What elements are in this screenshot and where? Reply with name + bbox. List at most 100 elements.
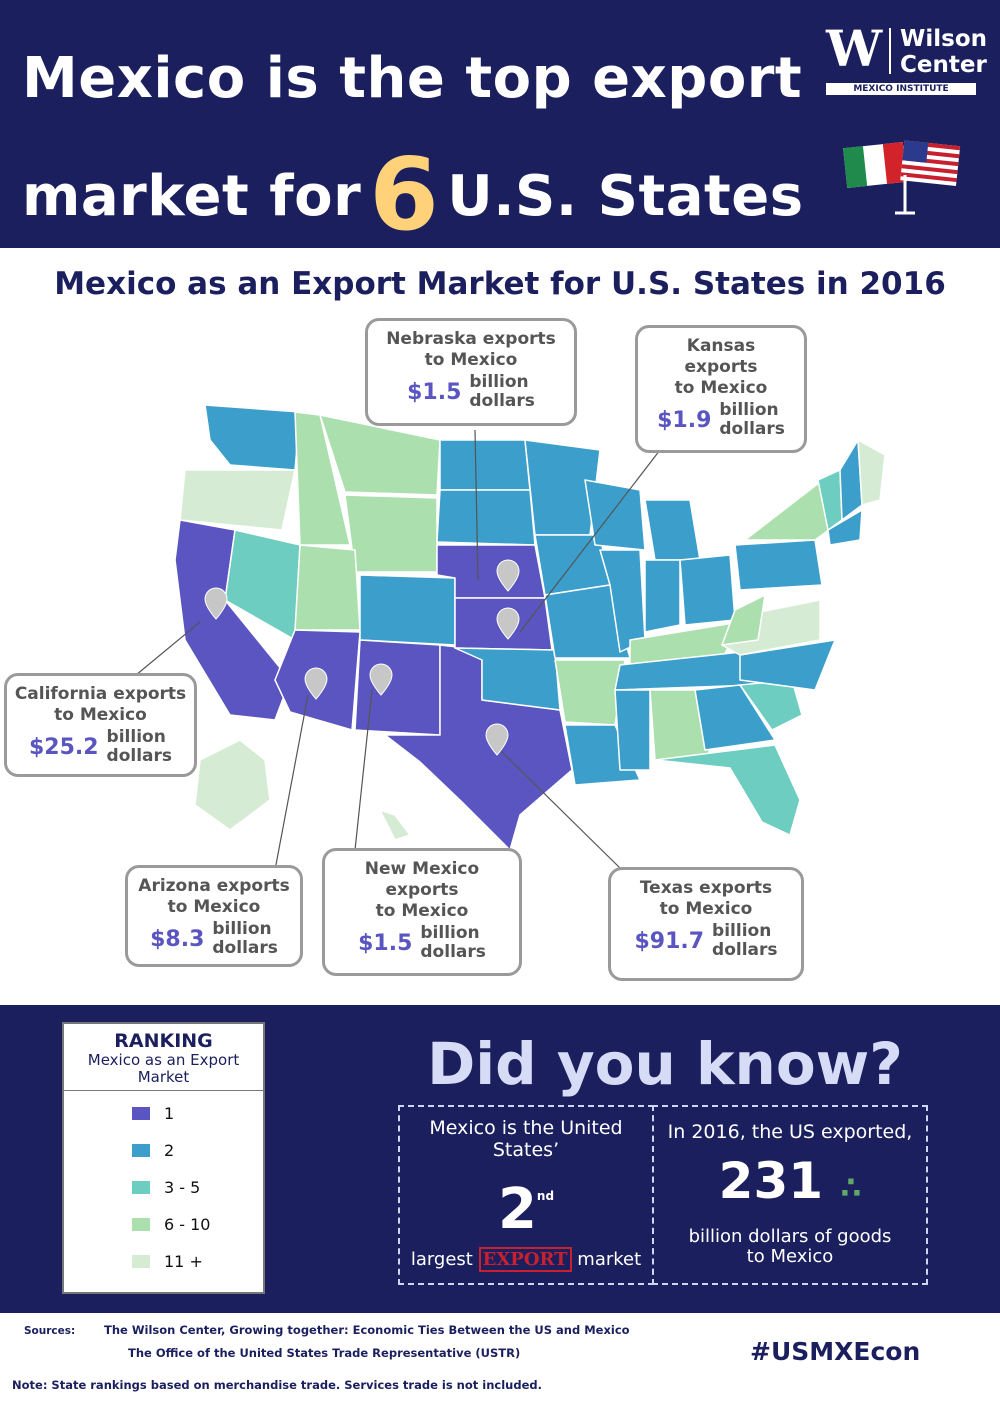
state xyxy=(654,744,801,836)
callout-line: to Mexico xyxy=(674,378,768,398)
did-you-know-heading: Did you know? xyxy=(427,1030,903,1098)
callout-line: Kansas xyxy=(686,336,756,356)
unit-line: dollars xyxy=(719,419,785,439)
callout-line: California exports xyxy=(14,684,187,704)
us-flag xyxy=(900,140,961,187)
legend-item: 3 - 5 xyxy=(64,1169,263,1206)
callout-amount-row: $1.9 billion dollars xyxy=(644,401,798,439)
callout-line: exports xyxy=(385,880,459,900)
callout-line: exports xyxy=(684,357,758,377)
flag-stripe xyxy=(882,141,907,184)
callout-unit: billion dollars xyxy=(107,728,172,766)
unit-line: billion xyxy=(420,923,480,943)
source: The Office of the United States Trade Re… xyxy=(128,1346,521,1360)
legend-label: 3 - 5 xyxy=(164,1178,201,1197)
unit-line: dollars xyxy=(212,938,278,958)
title-line: market for6 U.S. States xyxy=(22,136,804,253)
note: Note: State rankings based on merchandis… xyxy=(12,1378,542,1392)
unit-line: dollars xyxy=(420,942,486,962)
callout-line: to Mexico xyxy=(375,901,469,921)
flag-stripe xyxy=(843,146,868,189)
state xyxy=(294,411,351,546)
state xyxy=(584,479,646,551)
title-highlight: 6 xyxy=(369,136,440,253)
state xyxy=(294,544,361,631)
unit-line: billion xyxy=(469,372,529,392)
logo-text: Wilson Center xyxy=(900,26,987,78)
state xyxy=(857,439,886,506)
callout-unit: billion dollars xyxy=(212,920,277,958)
us-map xyxy=(129,404,886,871)
ordinal-suffix: nd xyxy=(536,1189,555,1203)
state xyxy=(679,554,736,626)
legend-label: 1 xyxy=(164,1104,175,1123)
state xyxy=(644,499,701,561)
callout-unit: billion dollars xyxy=(712,922,777,960)
state xyxy=(454,647,561,711)
fact-text: largest EXPORT market xyxy=(400,1247,652,1272)
fact-number: 231 ∴ xyxy=(654,1143,926,1227)
state xyxy=(614,689,651,771)
legend-title: RANKING xyxy=(114,1030,213,1052)
callout-unit: billion dollars xyxy=(469,373,534,411)
callout: Arizona exports to Mexico $8.3 billion dolla… xyxy=(125,865,303,967)
callout-amount: $1.5 xyxy=(407,379,462,405)
unit-line: billion xyxy=(712,921,772,941)
callout: California exports to Mexico $25.2 billion d… xyxy=(4,673,197,777)
state xyxy=(194,739,271,831)
fact-text: billion dollars of goods to Mexico xyxy=(688,1226,892,1267)
state xyxy=(827,509,863,546)
state xyxy=(354,639,441,736)
logo-line: Center xyxy=(900,52,987,78)
callout-amount: $25.2 xyxy=(28,734,99,760)
fact-amount: 231 xyxy=(718,1152,824,1210)
callout: New Mexico exports to Mexico $1.5 billion dol… xyxy=(322,848,522,976)
callout-amount-row: $25.2 billion dollars xyxy=(13,728,188,766)
unit-line: dollars xyxy=(106,746,173,766)
ordinal-number: 2 xyxy=(497,1177,537,1242)
callout-line: to Mexico xyxy=(659,899,753,919)
legend-item: 11 + xyxy=(64,1243,263,1280)
fact-box: Mexico is the United States’ 2nd largest… xyxy=(398,1105,654,1285)
money-icon: ∴ xyxy=(840,1171,862,1206)
state xyxy=(439,439,531,491)
legend-swatch xyxy=(132,1107,150,1120)
title-text: U.S. States xyxy=(447,164,804,229)
callout-amount-row: $1.5 billion dollars xyxy=(331,924,513,962)
state xyxy=(436,489,536,546)
state xyxy=(734,539,823,591)
fact-text: Mexico is the United States’ xyxy=(429,1117,623,1161)
state xyxy=(644,559,681,633)
title-line: Mexico is the top export xyxy=(22,46,803,111)
callout-amount: $8.3 xyxy=(150,926,205,952)
fact-word: market xyxy=(577,1249,642,1270)
state xyxy=(721,594,766,646)
callout-amount: $1.9 xyxy=(657,407,712,433)
legend-item: 1 xyxy=(64,1095,263,1132)
source: The Wilson Center, Growing together: Eco… xyxy=(104,1323,630,1337)
legend-swatch xyxy=(132,1181,150,1194)
leader-lines xyxy=(129,429,661,871)
logo-mark: W xyxy=(826,19,883,78)
legend-swatch xyxy=(132,1218,150,1231)
callout-amount: $91.7 xyxy=(634,928,705,954)
callout-unit: billion dollars xyxy=(420,924,485,962)
callout-amount-row: $1.5 billion dollars xyxy=(374,373,568,411)
fact-ordinal: 2nd xyxy=(400,1161,652,1245)
legend-swatch xyxy=(132,1144,150,1157)
callout-line: to Mexico xyxy=(167,897,261,917)
state xyxy=(379,809,411,841)
state xyxy=(179,469,296,531)
fact-word: largest xyxy=(410,1249,473,1270)
state xyxy=(319,414,441,496)
callout: Texas exports to Mexico $91.7 billion dollar… xyxy=(608,867,804,981)
callout-line: to Mexico xyxy=(424,350,518,370)
sources-label: Sources: xyxy=(24,1325,76,1337)
flags xyxy=(843,140,961,215)
pins xyxy=(204,559,520,756)
callout-amount: $1.5 xyxy=(358,930,413,956)
logo-divider xyxy=(889,28,891,74)
unit-line: billion xyxy=(106,727,166,747)
